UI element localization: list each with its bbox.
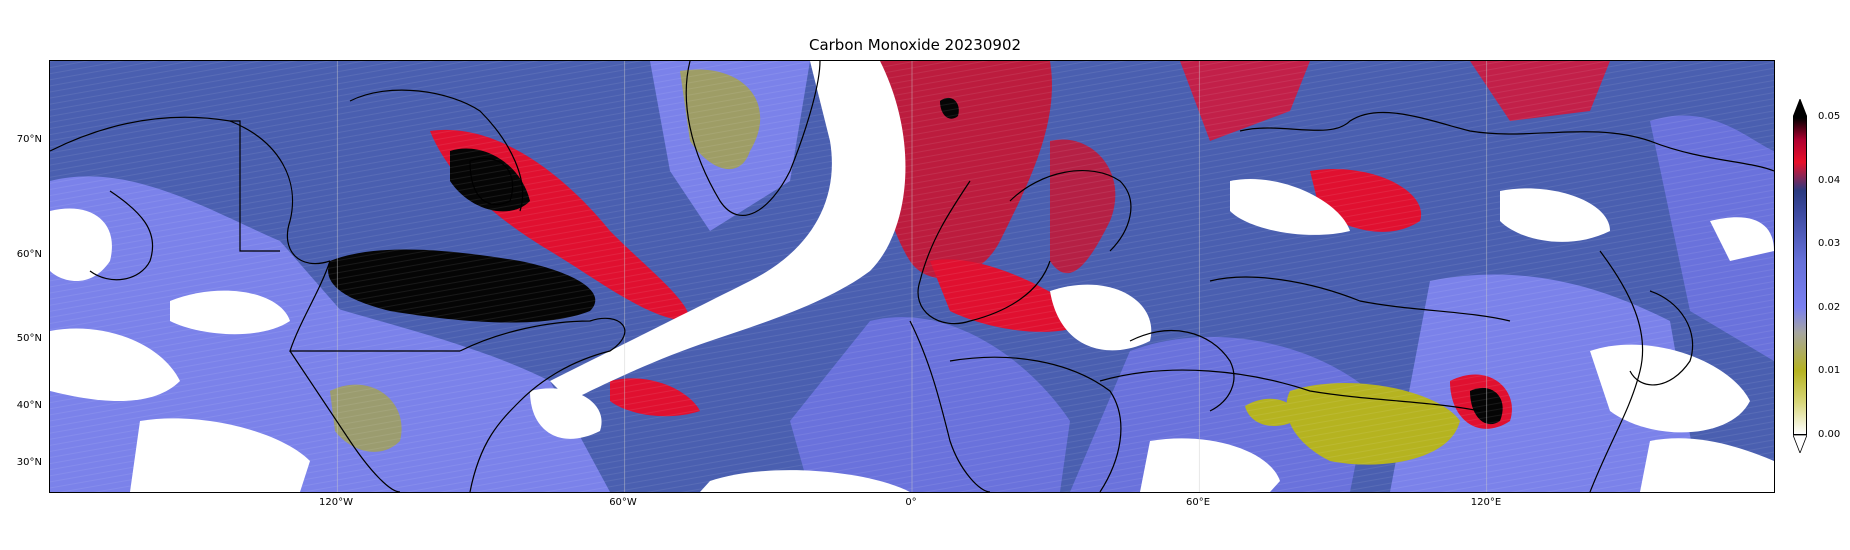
- gridlines: [336, 61, 1488, 492]
- lon-tick-label: 60°W: [609, 497, 637, 508]
- chart-title: Carbon Monoxide 20230902: [808, 36, 1022, 54]
- lat-tick-label: 60°N: [16, 249, 42, 260]
- lon-tick-label: 0°: [905, 497, 917, 508]
- lon-tick-label: 60°E: [1185, 497, 1211, 508]
- colorbar-tick-label: 0.03: [1818, 238, 1841, 249]
- co-concentration-map: [50, 61, 1774, 492]
- colorbar-min-extend-arrow: [1793, 435, 1807, 453]
- lon-tick-label: 120°W: [319, 497, 353, 508]
- lat-tick-label: 40°N: [16, 400, 42, 411]
- lat-tick-label: 70°N: [16, 134, 42, 145]
- colorbar-max-extend-arrow: [1793, 99, 1807, 117]
- colorbar: [1793, 117, 1807, 435]
- colorbar-tick-label: 0.05: [1818, 111, 1841, 122]
- colorbar-tick-label: 0.00: [1818, 429, 1841, 440]
- colorbar-tick-label: 0.01: [1818, 365, 1841, 376]
- map-plot-area[interactable]: [49, 60, 1775, 493]
- colorbar-tick-label: 0.04: [1818, 175, 1841, 186]
- coastlines: [50, 61, 1774, 492]
- colorbar-tick-label: 0.02: [1818, 302, 1841, 313]
- lat-tick-label: 30°N: [16, 457, 42, 468]
- lat-tick-label: 50°N: [16, 333, 42, 344]
- lon-tick-label: 120°E: [1470, 497, 1502, 508]
